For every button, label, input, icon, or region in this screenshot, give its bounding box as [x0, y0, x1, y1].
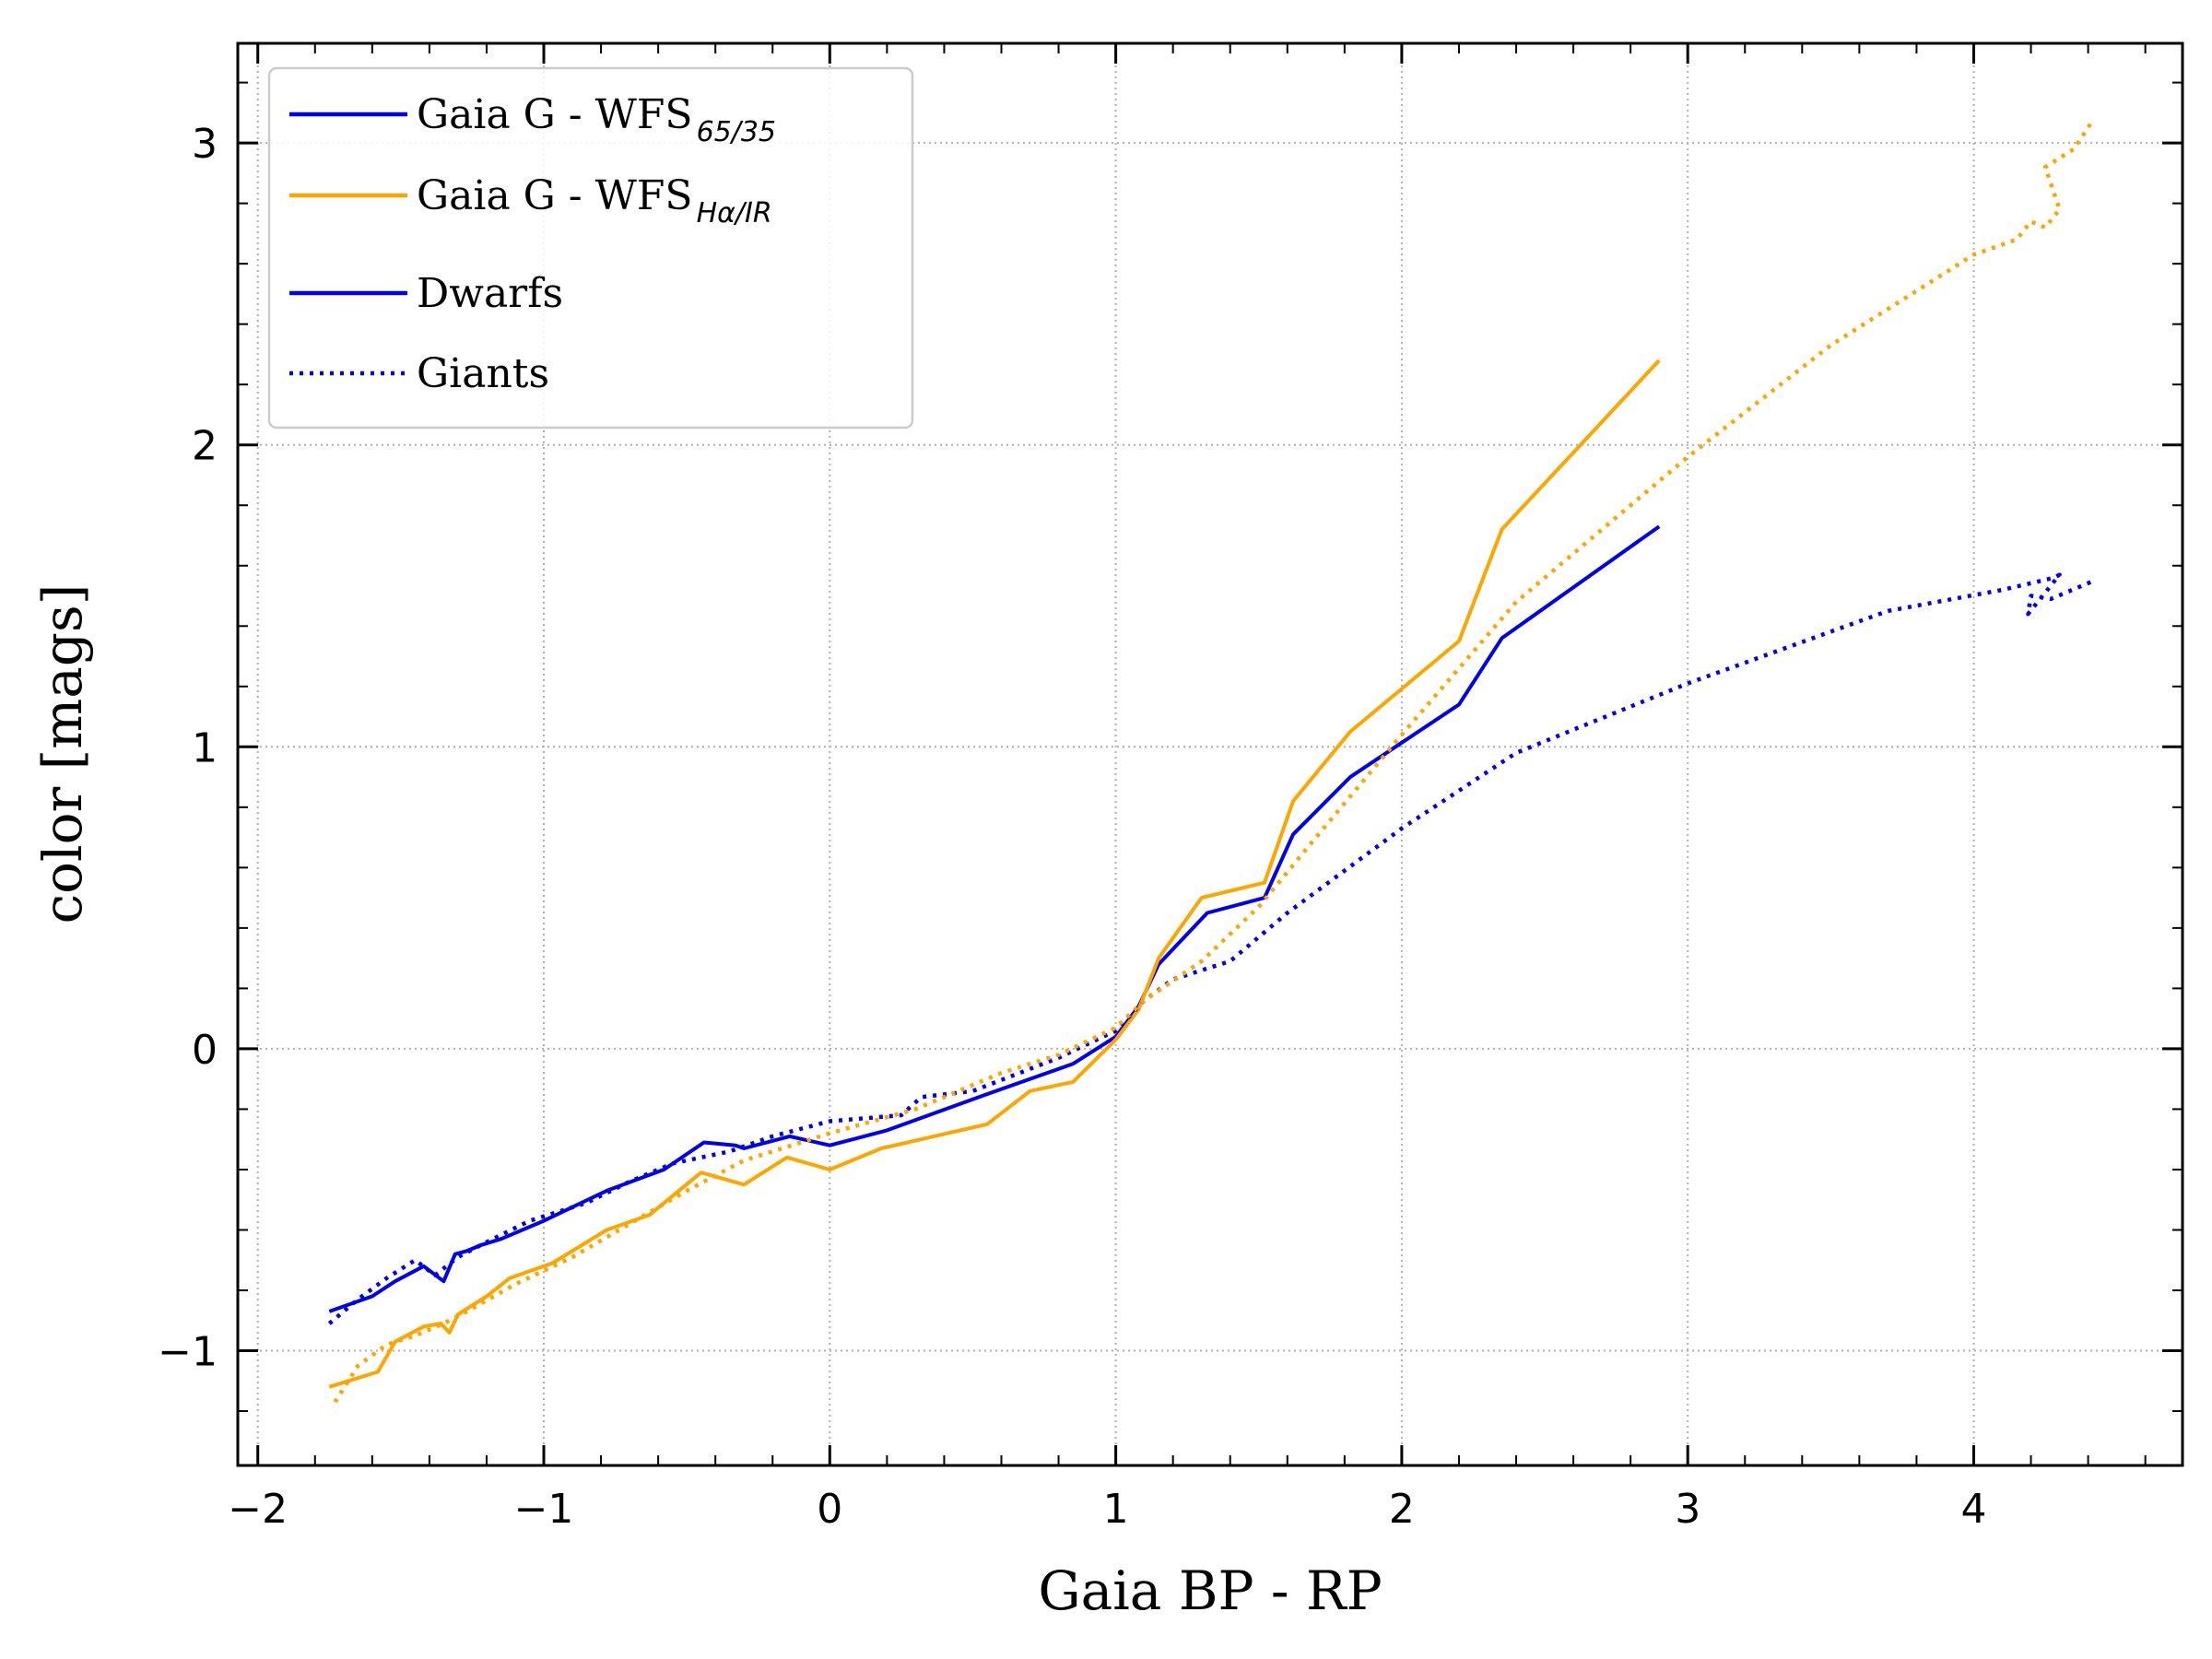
- x-tick-label: 4: [1960, 1486, 1986, 1533]
- legend-label: Dwarfs: [417, 270, 563, 317]
- plot-frame: [236, 41, 2184, 1467]
- series-layer: [327, 117, 2096, 1404]
- ticks: [238, 43, 2183, 1465]
- x-tick-label: 1: [1103, 1486, 1129, 1533]
- y-tick-label: 1: [192, 724, 218, 771]
- series-line-3: [327, 572, 2095, 1325]
- x-tick-label: −2: [228, 1486, 288, 1533]
- legend-subscript: Hα/IR: [697, 197, 772, 229]
- legend-box: [267, 66, 914, 429]
- legend-label: Giants: [417, 350, 549, 397]
- x-axis-title: Gaia BP - RP: [1038, 1559, 1382, 1622]
- y-axis-title: color [mags]: [31, 584, 94, 924]
- grid: [238, 43, 2183, 1465]
- y-tick-label: −1: [158, 1329, 218, 1376]
- y-tick-label: 2: [192, 423, 218, 470]
- x-tick-label: 2: [1389, 1486, 1415, 1533]
- y-tick-label: 0: [192, 1027, 218, 1074]
- x-tick-label: −1: [514, 1486, 574, 1533]
- x-tick-label: 3: [1675, 1486, 1700, 1533]
- legend-subscript: 65/35: [697, 116, 776, 148]
- series-line-1: [328, 524, 1661, 1313]
- tick-labels: −2 −1 0 1 2 3 4 −1 0 1 2 3: [158, 121, 1986, 1533]
- series-line-2: [328, 359, 1661, 1389]
- x-tick-label: 0: [817, 1486, 842, 1533]
- y-tick-label: 3: [192, 121, 218, 168]
